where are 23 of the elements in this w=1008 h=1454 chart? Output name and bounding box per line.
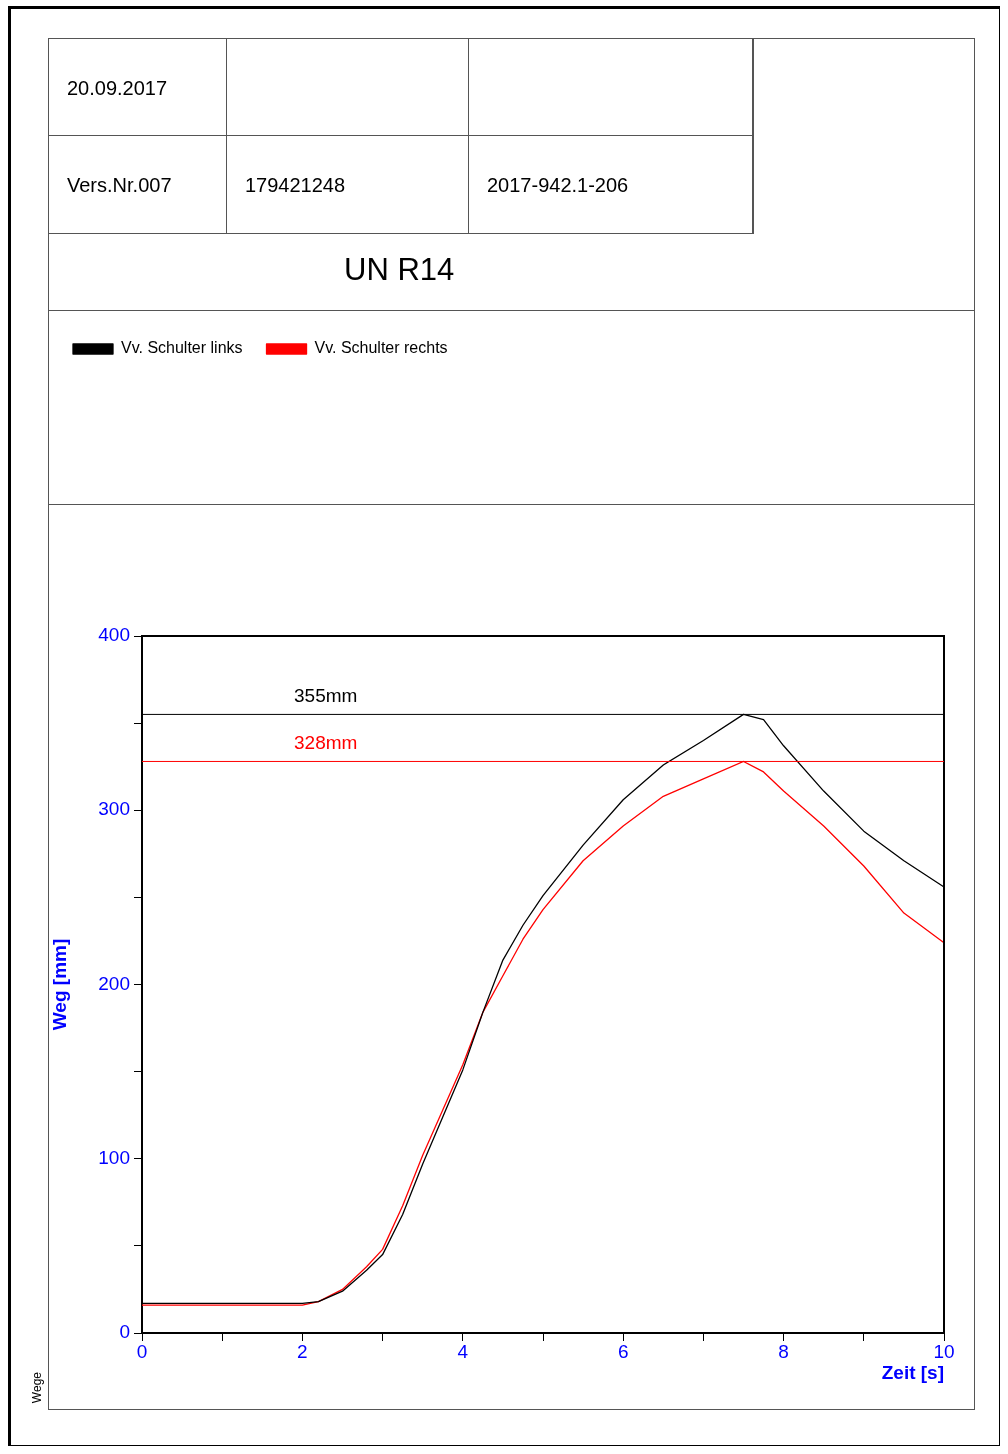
x-tick-label: 6	[617, 1340, 629, 1362]
y-tick-label: 100	[98, 1146, 130, 1168]
y-tick-label: 400	[98, 624, 130, 646]
y-axis-title: Weg [mm]	[48, 938, 70, 1031]
text: Vers.Nr.007	[49, 136, 227, 234]
x-tick-label: 0	[136, 1340, 148, 1362]
text: Wege	[30, 1372, 44, 1404]
x-tick-label: 10	[933, 1340, 955, 1362]
y-tick-label: 200	[98, 972, 130, 994]
y-tick-label: 300	[98, 798, 130, 820]
legend-label: Vv. Schulter links	[121, 339, 243, 357]
y-tick-label: 0	[119, 1321, 130, 1343]
ref-line-label: 355mm	[294, 685, 358, 707]
x-tick-label: 2	[297, 1340, 308, 1362]
ref-line-label: 328mm	[294, 732, 358, 754]
legend-label: Vv. Schulter rechts	[314, 339, 448, 357]
x-axis-title: Zeit [s]	[881, 1361, 944, 1383]
chart-title: UN R14	[49, 234, 974, 311]
text: 2017-942.1-206	[469, 136, 753, 234]
text: 179421248	[227, 136, 469, 234]
text: 20.09.2017	[49, 39, 227, 136]
x-tick-label: 8	[778, 1340, 789, 1362]
x-tick-label: 4	[457, 1340, 469, 1362]
